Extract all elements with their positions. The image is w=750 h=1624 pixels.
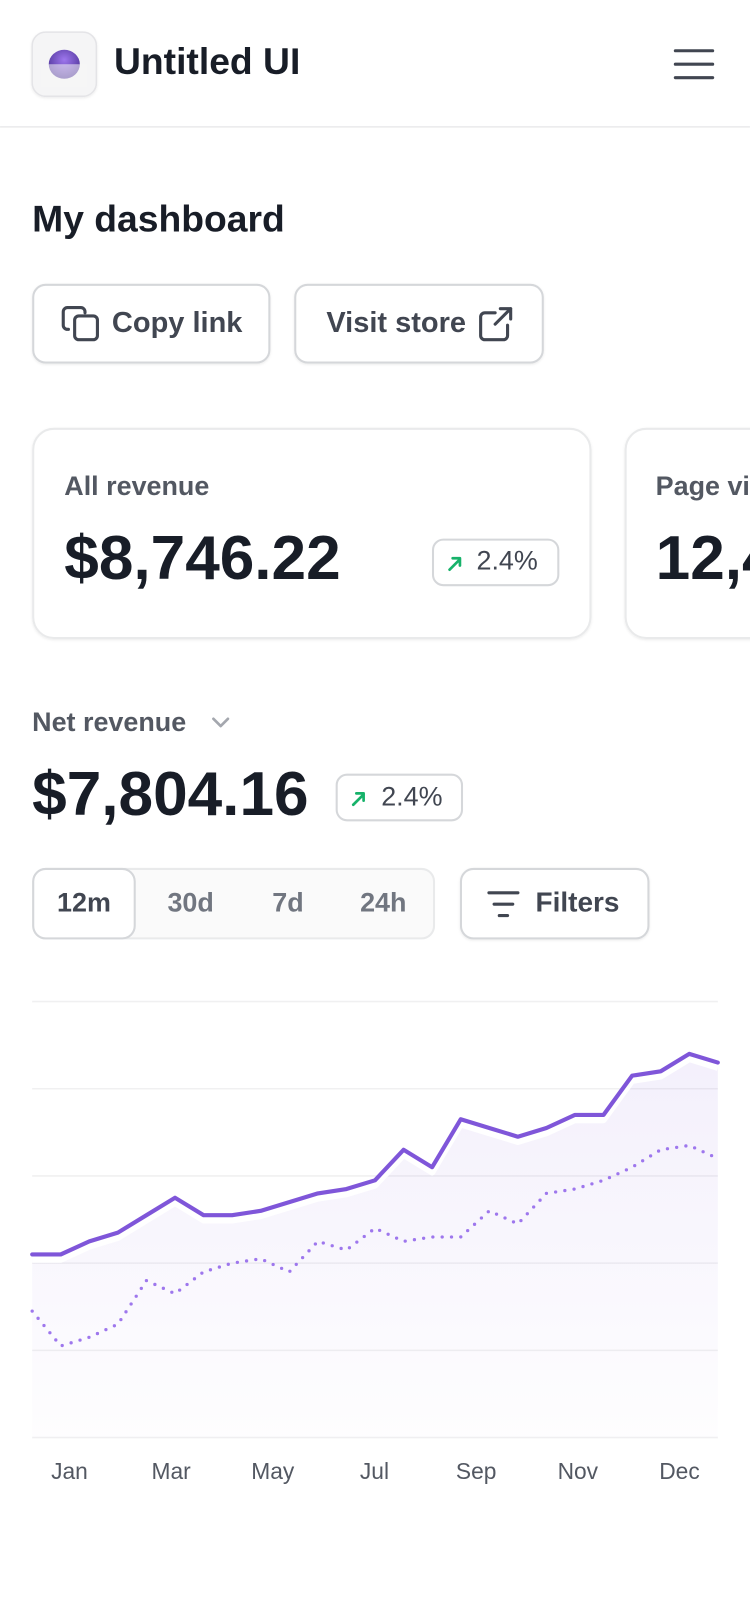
dropdown-chevron[interactable] [212,717,230,728]
menu-button[interactable] [673,49,715,80]
x-tick-label: Sep [456,1458,497,1484]
page-title: My dashboard [32,197,285,239]
x-tick-label: Nov [558,1458,599,1484]
range-tab[interactable]: 12m [57,887,111,917]
x-tick-label: Jul [360,1458,389,1484]
brand: Untitled UI [114,40,300,82]
metric-card: All revenue $8,746.22 2.4% [32,427,592,640]
change-badge [431,538,560,587]
chart-title: Net revenue [32,707,186,737]
filters-button[interactable]: Filters [459,867,650,940]
x-tick-label: Jan [51,1458,88,1484]
metric-card: Page vi 12,4 [624,427,750,640]
series-line [30,1143,720,1348]
x-tick-label: Mar [152,1458,192,1484]
copy-link-button[interactable]: Copy link [32,283,271,364]
chart-change: 2.4% [381,782,442,812]
header: Untitled UI [0,31,750,128]
metric-label: Page vi [656,471,750,501]
range-tab[interactable]: 24h [360,887,406,917]
change-badge [335,773,464,822]
range-tab[interactable]: 7d [272,887,303,917]
x-tick-label: Dec [659,1458,700,1484]
chart: Jan Mar May Jul Sep Nov Dec [30,1000,720,1484]
metric-value: $8,746.22 [64,524,340,593]
area [32,1053,718,1438]
button-label: Visit store [326,307,466,339]
button-label: Filters [536,887,620,918]
series-line [30,1051,720,1257]
x-tick-label: May [251,1458,295,1484]
active-tab [32,867,136,940]
range-tab[interactable]: 30d [167,887,213,917]
metric-label: All revenue [64,471,209,501]
chart-value: $7,804.16 [32,760,308,829]
visit-store-button[interactable]: Visit store [294,283,544,364]
metric-change: 2.4% [477,546,538,576]
line-halo [32,1055,719,1263]
logo-glass [41,64,88,87]
metric-value: 12,4 [656,524,750,593]
button-label: Copy link [112,307,243,339]
